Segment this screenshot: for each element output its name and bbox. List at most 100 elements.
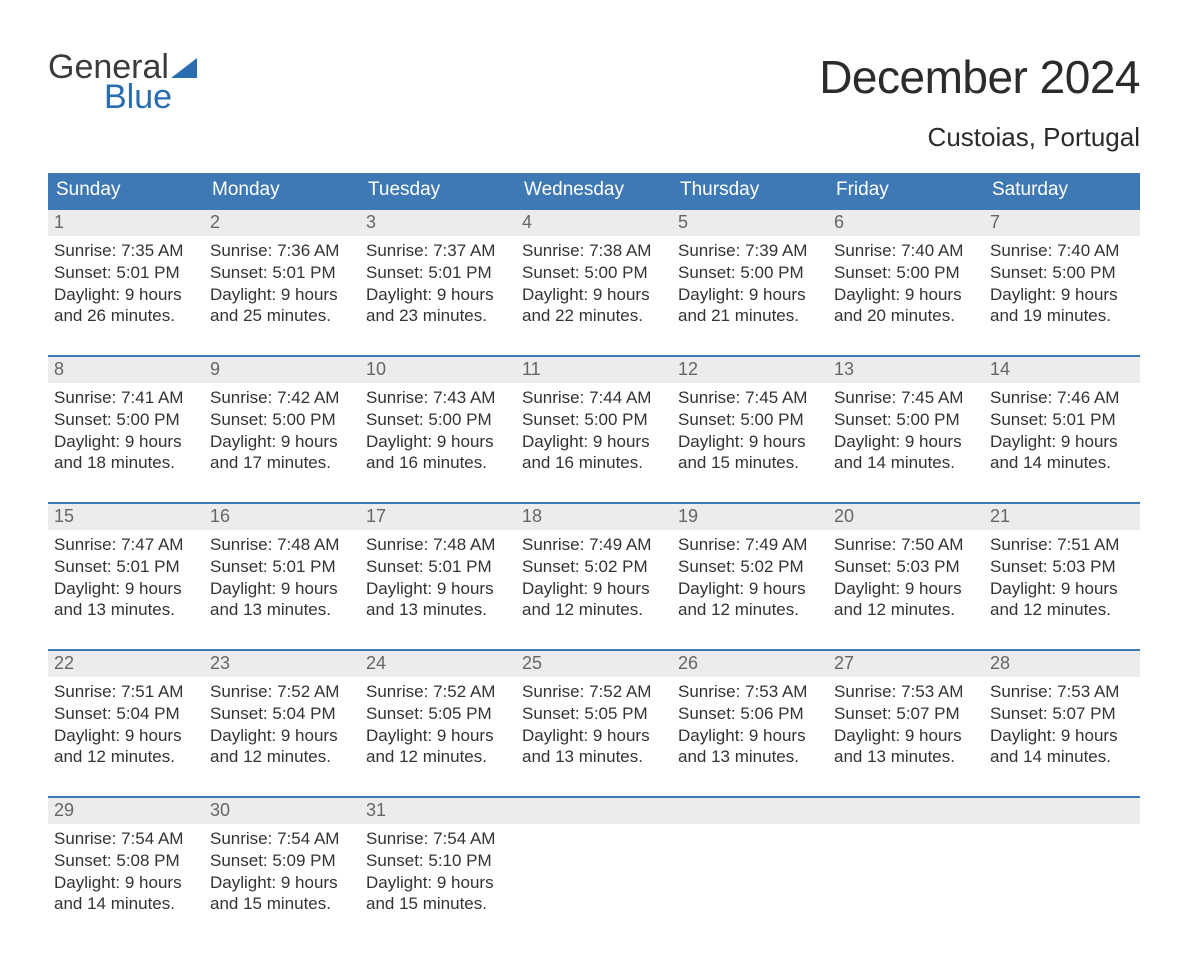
daylight-line-2: and 18 minutes.: [54, 452, 198, 474]
day-cell: 18Sunrise: 7:49 AMSunset: 5:02 PMDayligh…: [516, 504, 672, 623]
day-body: Sunrise: 7:36 AMSunset: 5:01 PMDaylight:…: [204, 236, 360, 329]
daylight-line-2: and 14 minutes.: [834, 452, 978, 474]
day-body: Sunrise: 7:48 AMSunset: 5:01 PMDaylight:…: [204, 530, 360, 623]
sunrise-line: Sunrise: 7:52 AM: [210, 681, 354, 703]
week-row: 29Sunrise: 7:54 AMSunset: 5:08 PMDayligh…: [48, 796, 1140, 917]
sunset-line: Sunset: 5:01 PM: [210, 556, 354, 578]
weeks-container: 1Sunrise: 7:35 AMSunset: 5:01 PMDaylight…: [48, 208, 1140, 917]
sunset-line: Sunset: 5:07 PM: [990, 703, 1134, 725]
daylight-line-2: and 13 minutes.: [210, 599, 354, 621]
daylight-line-2: and 14 minutes.: [990, 746, 1134, 768]
daylight-line-2: and 15 minutes.: [678, 452, 822, 474]
week-row: 15Sunrise: 7:47 AMSunset: 5:01 PMDayligh…: [48, 502, 1140, 623]
sunrise-line: Sunrise: 7:37 AM: [366, 240, 510, 262]
sunrise-line: Sunrise: 7:54 AM: [210, 828, 354, 850]
daylight-line-1: Daylight: 9 hours: [522, 725, 666, 747]
daylight-line-1: Daylight: 9 hours: [366, 725, 510, 747]
sunrise-line: Sunrise: 7:39 AM: [678, 240, 822, 262]
day-cell: 19Sunrise: 7:49 AMSunset: 5:02 PMDayligh…: [672, 504, 828, 623]
daylight-line-1: Daylight: 9 hours: [834, 284, 978, 306]
week-row: 22Sunrise: 7:51 AMSunset: 5:04 PMDayligh…: [48, 649, 1140, 770]
daylight-line-2: and 12 minutes.: [54, 746, 198, 768]
day-number: 24: [360, 651, 516, 677]
empty-day: [672, 798, 828, 824]
day-body: Sunrise: 7:49 AMSunset: 5:02 PMDaylight:…: [672, 530, 828, 623]
sunset-line: Sunset: 5:09 PM: [210, 850, 354, 872]
daylight-line-1: Daylight: 9 hours: [54, 578, 198, 600]
weekday-header-row: Sunday Monday Tuesday Wednesday Thursday…: [48, 173, 1140, 208]
daylight-line-1: Daylight: 9 hours: [210, 431, 354, 453]
day-cell: 13Sunrise: 7:45 AMSunset: 5:00 PMDayligh…: [828, 357, 984, 476]
day-body: Sunrise: 7:52 AMSunset: 5:05 PMDaylight:…: [516, 677, 672, 770]
sunset-line: Sunset: 5:00 PM: [522, 262, 666, 284]
day-body: Sunrise: 7:45 AMSunset: 5:00 PMDaylight:…: [828, 383, 984, 476]
daylight-line-2: and 12 minutes.: [210, 746, 354, 768]
daylight-line-1: Daylight: 9 hours: [678, 725, 822, 747]
sunset-line: Sunset: 5:00 PM: [210, 409, 354, 431]
daylight-line-2: and 12 minutes.: [990, 599, 1134, 621]
sunset-line: Sunset: 5:03 PM: [834, 556, 978, 578]
weekday-thursday: Thursday: [672, 173, 828, 208]
day-number: 20: [828, 504, 984, 530]
weekday-tuesday: Tuesday: [360, 173, 516, 208]
sunset-line: Sunset: 5:02 PM: [522, 556, 666, 578]
day-number: 22: [48, 651, 204, 677]
day-body: Sunrise: 7:38 AMSunset: 5:00 PMDaylight:…: [516, 236, 672, 329]
day-body: Sunrise: 7:53 AMSunset: 5:07 PMDaylight:…: [828, 677, 984, 770]
sunset-line: Sunset: 5:05 PM: [366, 703, 510, 725]
day-cell: [828, 798, 984, 917]
sunset-line: Sunset: 5:10 PM: [366, 850, 510, 872]
day-body: Sunrise: 7:51 AMSunset: 5:04 PMDaylight:…: [48, 677, 204, 770]
week-row: 8Sunrise: 7:41 AMSunset: 5:00 PMDaylight…: [48, 355, 1140, 476]
day-body: Sunrise: 7:35 AMSunset: 5:01 PMDaylight:…: [48, 236, 204, 329]
sunset-line: Sunset: 5:00 PM: [366, 409, 510, 431]
daylight-line-2: and 12 minutes.: [522, 599, 666, 621]
sunrise-line: Sunrise: 7:53 AM: [990, 681, 1134, 703]
day-cell: 7Sunrise: 7:40 AMSunset: 5:00 PMDaylight…: [984, 210, 1140, 329]
daylight-line-2: and 23 minutes.: [366, 305, 510, 327]
day-number: 1: [48, 210, 204, 236]
daylight-line-1: Daylight: 9 hours: [990, 431, 1134, 453]
daylight-line-2: and 14 minutes.: [990, 452, 1134, 474]
daylight-line-2: and 17 minutes.: [210, 452, 354, 474]
sunrise-line: Sunrise: 7:36 AM: [210, 240, 354, 262]
sunset-line: Sunset: 5:00 PM: [522, 409, 666, 431]
daylight-line-2: and 12 minutes.: [366, 746, 510, 768]
daylight-line-1: Daylight: 9 hours: [54, 431, 198, 453]
sunrise-line: Sunrise: 7:43 AM: [366, 387, 510, 409]
daylight-line-1: Daylight: 9 hours: [366, 872, 510, 894]
sunset-line: Sunset: 5:00 PM: [834, 262, 978, 284]
day-body: Sunrise: 7:40 AMSunset: 5:00 PMDaylight:…: [828, 236, 984, 329]
sunrise-line: Sunrise: 7:45 AM: [678, 387, 822, 409]
day-number: 12: [672, 357, 828, 383]
day-cell: [516, 798, 672, 917]
sunrise-line: Sunrise: 7:51 AM: [990, 534, 1134, 556]
day-number: 25: [516, 651, 672, 677]
header: General Blue December 2024 Custoias, Por…: [48, 50, 1140, 153]
sunset-line: Sunset: 5:00 PM: [54, 409, 198, 431]
daylight-line-1: Daylight: 9 hours: [990, 578, 1134, 600]
daylight-line-2: and 20 minutes.: [834, 305, 978, 327]
sunrise-line: Sunrise: 7:54 AM: [366, 828, 510, 850]
sunrise-line: Sunrise: 7:53 AM: [678, 681, 822, 703]
sunset-line: Sunset: 5:00 PM: [990, 262, 1134, 284]
daylight-line-1: Daylight: 9 hours: [54, 284, 198, 306]
day-body: Sunrise: 7:53 AMSunset: 5:06 PMDaylight:…: [672, 677, 828, 770]
day-cell: [672, 798, 828, 917]
day-body: Sunrise: 7:37 AMSunset: 5:01 PMDaylight:…: [360, 236, 516, 329]
daylight-line-1: Daylight: 9 hours: [678, 578, 822, 600]
day-number: 29: [48, 798, 204, 824]
day-body: Sunrise: 7:44 AMSunset: 5:00 PMDaylight:…: [516, 383, 672, 476]
daylight-line-2: and 13 minutes.: [522, 746, 666, 768]
day-cell: 27Sunrise: 7:53 AMSunset: 5:07 PMDayligh…: [828, 651, 984, 770]
daylight-line-2: and 21 minutes.: [678, 305, 822, 327]
sunset-line: Sunset: 5:03 PM: [990, 556, 1134, 578]
day-cell: 29Sunrise: 7:54 AMSunset: 5:08 PMDayligh…: [48, 798, 204, 917]
sunrise-line: Sunrise: 7:40 AM: [990, 240, 1134, 262]
day-body: Sunrise: 7:43 AMSunset: 5:00 PMDaylight:…: [360, 383, 516, 476]
sunrise-line: Sunrise: 7:40 AM: [834, 240, 978, 262]
daylight-line-2: and 16 minutes.: [522, 452, 666, 474]
sunset-line: Sunset: 5:00 PM: [678, 262, 822, 284]
day-number: 8: [48, 357, 204, 383]
sunset-line: Sunset: 5:01 PM: [366, 262, 510, 284]
